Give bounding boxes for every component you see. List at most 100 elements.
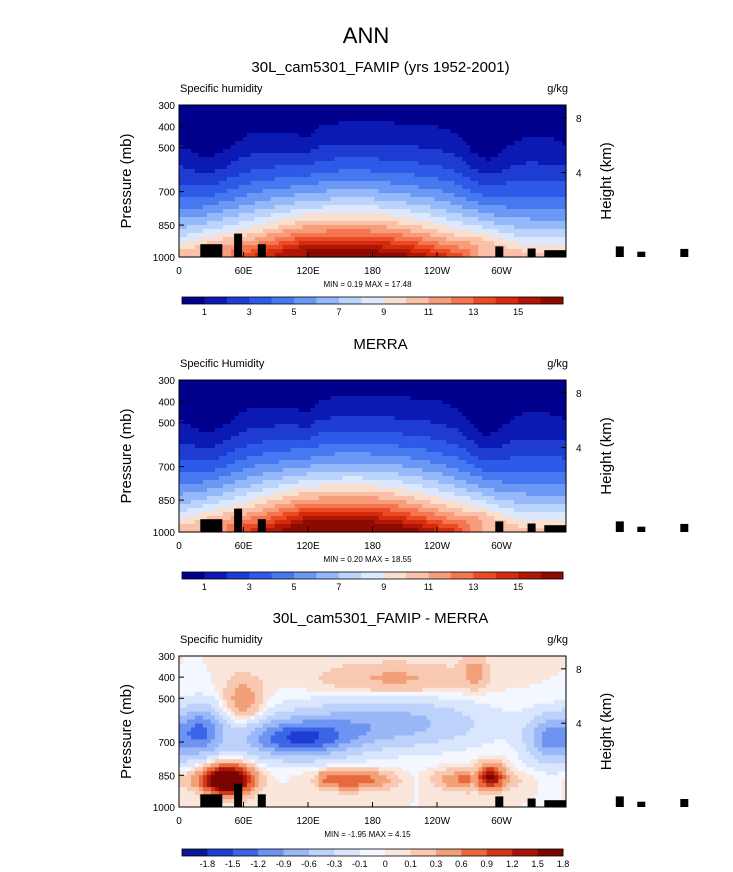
- field-cell: [326, 193, 332, 198]
- field-cell: [346, 161, 352, 166]
- field-cell: [186, 400, 192, 405]
- field-cell: [322, 424, 328, 429]
- field-cell: [454, 185, 459, 190]
- field-cell: [414, 388, 419, 393]
- field-cell: [562, 229, 567, 234]
- field-cell: [294, 241, 300, 246]
- field-cell: [462, 197, 467, 202]
- field-cell: [382, 173, 388, 178]
- field-cell: [386, 113, 392, 118]
- field-cell: [538, 229, 543, 234]
- field-cell: [346, 133, 352, 138]
- field-cell: [486, 185, 491, 190]
- field-cell: [470, 408, 475, 413]
- field-cell: [494, 384, 499, 389]
- field-cell: [386, 424, 392, 429]
- field-cell: [182, 217, 188, 222]
- field-cell: [426, 109, 431, 114]
- field-cell: [186, 404, 192, 409]
- field-cell: [482, 189, 487, 194]
- field-cell: [510, 380, 515, 385]
- field-cell: [350, 153, 356, 158]
- field-cell: [378, 129, 384, 134]
- field-cell: [206, 193, 212, 198]
- field-cell: [474, 424, 479, 429]
- field-cell: [298, 153, 304, 158]
- field-cell: [478, 408, 483, 413]
- field-cell: [194, 241, 200, 246]
- field-cell: [298, 189, 304, 194]
- field-cell: [510, 233, 515, 238]
- field-cell: [430, 213, 435, 218]
- field-cell: [322, 117, 328, 122]
- field-cell: [234, 157, 240, 162]
- field-cell: [194, 233, 200, 238]
- field-cell: [258, 428, 264, 433]
- field-cell: [194, 189, 200, 194]
- field-cell: [242, 173, 248, 178]
- field-cell: [462, 249, 467, 254]
- field-cell: [302, 165, 308, 170]
- field-cell: [514, 380, 519, 385]
- field-cell: [254, 189, 260, 194]
- field-cell: [222, 380, 228, 385]
- field-cell: [518, 129, 523, 134]
- field-cell: [498, 125, 503, 130]
- field-cell: [454, 137, 459, 142]
- field-cell: [414, 133, 419, 138]
- field-cell: [370, 193, 376, 198]
- field-cell: [478, 173, 483, 178]
- field-cell: [206, 416, 212, 421]
- field-cell: [334, 209, 340, 214]
- field-cell: [382, 189, 388, 194]
- field-cell: [430, 109, 435, 114]
- field-cell: [286, 229, 292, 234]
- field-cell: [202, 225, 208, 230]
- field-cell: [194, 404, 200, 409]
- field-cell: [442, 197, 447, 202]
- field-cell: [466, 225, 471, 230]
- field-cell: [302, 400, 308, 405]
- field-cell: [286, 217, 292, 222]
- field-cell: [354, 121, 360, 126]
- field-cell: [510, 129, 515, 134]
- field-cell: [462, 141, 467, 146]
- field-cell: [438, 396, 443, 401]
- field-cell: [502, 225, 507, 230]
- field-cell: [370, 105, 376, 110]
- field-cell: [286, 205, 292, 210]
- field-cell: [358, 117, 364, 122]
- field-cell: [286, 161, 292, 166]
- field-cell: [266, 233, 272, 238]
- field-cell: [310, 396, 316, 401]
- field-cell: [526, 193, 531, 198]
- field-cell: [446, 245, 451, 250]
- field-cell: [506, 133, 511, 138]
- field-cell: [282, 129, 288, 134]
- field-cell: [554, 181, 559, 186]
- field-cell: [338, 121, 344, 126]
- field-cell: [326, 177, 332, 182]
- field-cell: [310, 197, 316, 202]
- field-cell: [366, 201, 372, 206]
- field-cell: [394, 161, 400, 166]
- field-cell: [558, 161, 563, 166]
- field-cell: [386, 105, 392, 110]
- field-cell: [366, 424, 372, 429]
- field-cell: [198, 177, 204, 182]
- field-cell: [526, 181, 531, 186]
- field-cell: [446, 161, 451, 166]
- field-cell: [550, 213, 555, 218]
- field-cell: [418, 133, 423, 138]
- field-cell: [218, 205, 224, 210]
- field-cell: [218, 384, 224, 389]
- field-cell: [182, 233, 188, 238]
- field-cell: [258, 133, 264, 138]
- field-cell: [290, 129, 296, 134]
- field-cell: [426, 245, 431, 250]
- field-cell: [366, 137, 372, 142]
- field-cell: [542, 185, 547, 190]
- field-cell: [458, 201, 463, 206]
- field-cell: [202, 117, 208, 122]
- field-cell: [278, 161, 284, 166]
